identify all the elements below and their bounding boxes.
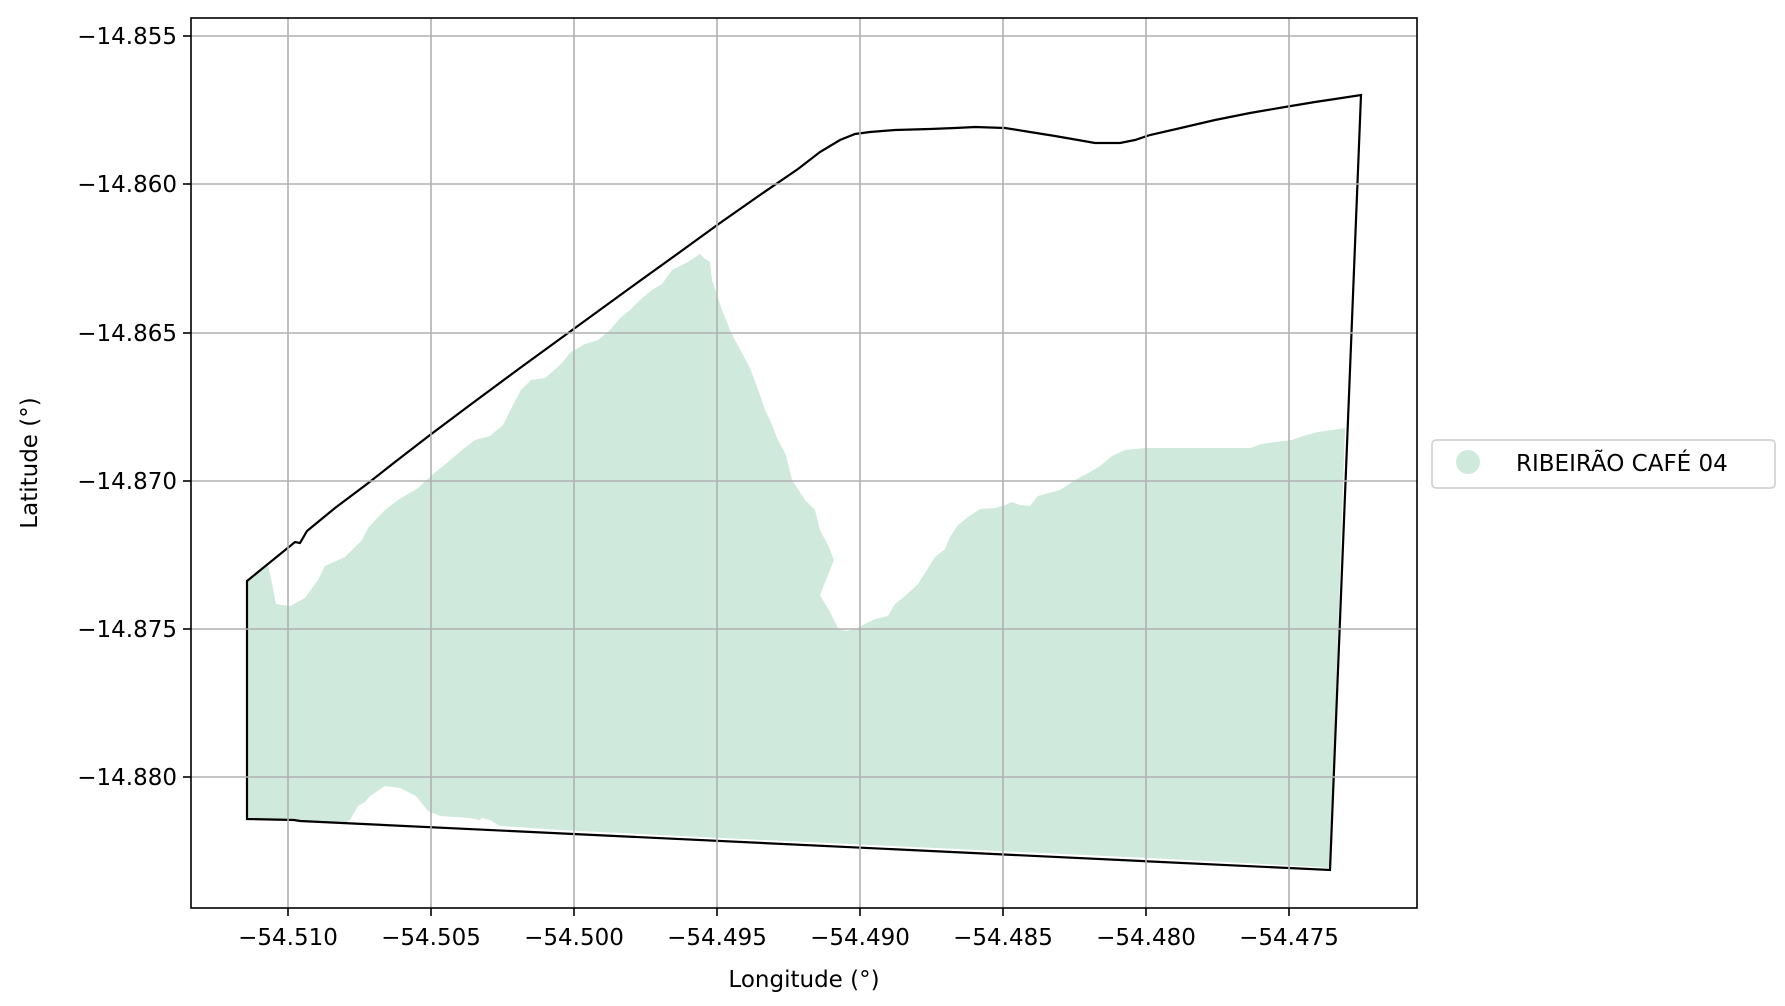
y-tick-label: −14.855 bbox=[77, 24, 177, 50]
x-axis-ticks: −54.510 −54.505 −54.500 −54.495 −54.490 −54.4… bbox=[238, 908, 1339, 951]
x-tick-label: −54.510 bbox=[238, 925, 338, 951]
y-tick-label: −14.875 bbox=[77, 617, 177, 643]
x-tick-label: −54.495 bbox=[667, 925, 767, 951]
x-tick-label: −54.500 bbox=[524, 925, 624, 951]
y-tick-label: −14.880 bbox=[77, 765, 177, 791]
land-cover-area bbox=[247, 254, 1345, 868]
gridlines-vertical bbox=[287, 18, 1290, 908]
y-tick-label: −14.870 bbox=[77, 469, 177, 495]
gridlines-horizontal bbox=[191, 35, 1417, 778]
y-tick-label: −14.865 bbox=[77, 321, 177, 347]
x-axis-label: Longitude (°) bbox=[728, 967, 879, 993]
legend-frame bbox=[1431, 439, 1776, 489]
legend-marker bbox=[1456, 450, 1480, 474]
x-tick-label: −54.505 bbox=[381, 925, 481, 951]
y-axis-ticks: −14.855 −14.860 −14.865 −14.870 −14.875 −14.8… bbox=[77, 24, 191, 791]
x-tick-label: −54.475 bbox=[1239, 925, 1339, 951]
legend-label: RIBEIRÃO CAFÉ 04 bbox=[1516, 449, 1728, 477]
y-axis-label: Latitude (°) bbox=[17, 397, 43, 528]
y-tick-label: −14.860 bbox=[77, 172, 177, 198]
aoi-boundary bbox=[245, 93, 1363, 872]
legend: RIBEIRÃO CAFÉ 04 bbox=[1431, 439, 1776, 489]
x-tick-label: −54.485 bbox=[953, 925, 1053, 951]
x-tick-label: −54.480 bbox=[1096, 925, 1196, 951]
x-tick-label: −54.490 bbox=[810, 925, 910, 951]
plot-frame bbox=[190, 17, 1418, 909]
